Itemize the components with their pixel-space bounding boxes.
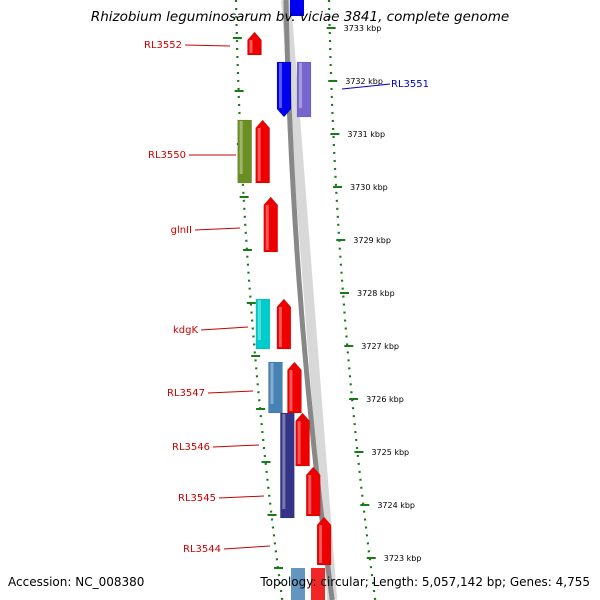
map-title: Rhizobium leguminosarum bv. viciae 3841,… [90, 9, 510, 25]
gene-feature-rl3546[interactable] [295, 412, 310, 467]
gene-label-kdgk[interactable]: kdgK [173, 325, 198, 336]
gene-feature-kdgk[interactable] [255, 298, 271, 350]
gene-feature-rl3545[interactable] [305, 466, 321, 517]
gene-feature-highlight [319, 525, 323, 563]
gene-feature-kdgk[interactable] [276, 298, 292, 350]
right-tick-rail [327, 0, 377, 600]
scale-tick-label: 3727 kbp [361, 342, 399, 351]
gene-label-rl3544[interactable]: RL3544 [183, 544, 221, 555]
gene-label-rl3545[interactable]: RL3545 [178, 493, 216, 504]
gene-label-rl3546[interactable]: RL3546 [172, 442, 210, 453]
scale-tick-label: 3732 kbp [345, 77, 383, 86]
gene-feature-rl3552[interactable] [247, 31, 262, 56]
accession-text: Accession: NC_008380 [8, 575, 145, 589]
scale-tick-label: 3731 kbp [347, 130, 385, 139]
gene-feature-offscreen-bottom[interactable] [291, 568, 305, 600]
label-leader-line [212, 444, 260, 448]
label-leader-line [223, 545, 271, 550]
label-leader-line [207, 390, 254, 394]
scale-tick-label: 3725 kbp [371, 448, 409, 457]
gene-feature-offscreen-top[interactable] [290, 0, 304, 16]
gene-feature-highlight [270, 363, 274, 404]
scale-tick-label: 3730 kbp [350, 183, 388, 192]
label-leader-line [218, 495, 265, 499]
gene-label-rl3547[interactable]: RL3547 [167, 388, 205, 399]
gene-label-rl3551[interactable]: RL3551 [391, 79, 429, 90]
gene-feature-glnii[interactable] [263, 196, 279, 253]
gene-feature-rl3550[interactable] [237, 119, 252, 184]
gene-feature-highlight [249, 40, 253, 53]
scale-tick-label: 3733 kbp [344, 24, 382, 33]
gene-feature-highlight [308, 475, 312, 514]
label-leader-line [194, 227, 241, 231]
label-leader-line [341, 83, 391, 90]
scale-tick-label: 3726 kbp [366, 395, 404, 404]
gene-feature-rl3551[interactable] [296, 61, 312, 118]
gene-feature-offscreen-bottom[interactable] [311, 568, 325, 600]
gene-feature-rl3547[interactable] [287, 361, 302, 414]
gene-feature-highlight [282, 414, 286, 509]
gene-feature-highlight [279, 63, 283, 108]
scale-tick-label: 3728 kbp [357, 289, 395, 298]
gene-feature-rl3550[interactable] [255, 119, 270, 184]
gene-label-rl3552[interactable]: RL3552 [144, 40, 182, 51]
gene-feature-highlight [299, 63, 303, 108]
gene-feature-highlight [297, 421, 301, 464]
gene-feature-rl3551[interactable] [276, 61, 292, 118]
gene-feature-highlight [257, 128, 261, 181]
label-leader-line [200, 326, 249, 331]
gene-feature-highlight [265, 205, 269, 250]
gene-feature-highlight [278, 307, 282, 347]
scale-tick-label: 3723 kbp [384, 554, 422, 563]
genome-summary-text: Topology: circular; Length: 5,057,142 bp… [260, 575, 590, 589]
gene-feature-highlight [239, 121, 243, 174]
scale-tick-label: 3724 kbp [377, 501, 415, 510]
gene-feature-highlight [289, 370, 293, 411]
gene-label-rl3550[interactable]: RL3550 [148, 150, 186, 161]
label-leader-line [184, 44, 231, 47]
gene-label-glnii[interactable]: glnII [171, 225, 192, 236]
gene-feature-rl3546[interactable] [280, 412, 295, 519]
backbone-shadow [281, 0, 338, 600]
scale-tick-label: 3729 kbp [353, 236, 391, 245]
gene-feature-rl3544[interactable] [316, 516, 332, 566]
gene-feature-highlight [257, 300, 261, 340]
